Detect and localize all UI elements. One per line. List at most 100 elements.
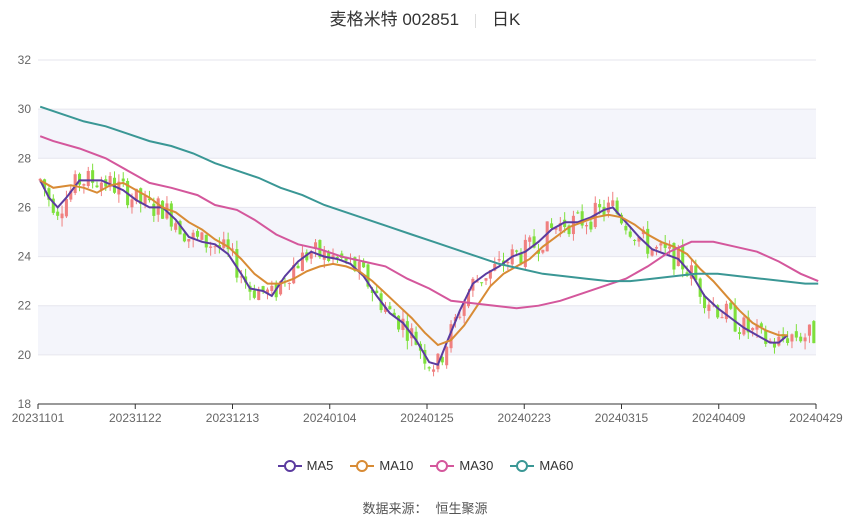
candle-body [432,369,436,372]
candle-body [519,252,523,264]
grid-band [38,305,816,355]
candle-body [751,328,755,331]
candle-body [147,198,151,201]
candle-body [226,239,230,250]
candle-body [764,330,768,344]
candle-body [397,315,401,330]
y-tick-label: 26 [18,200,32,214]
candle-body [99,182,103,191]
legend-item-ma30[interactable]: MA30 [429,458,493,473]
x-tick-label: 20231101 [12,411,65,425]
candle-body [628,231,632,237]
candle-body [95,185,99,188]
candle-body [296,265,300,269]
x-tick-label: 20231122 [109,411,162,425]
candle-body [737,332,742,335]
candle-body [270,285,274,291]
x-tick-label: 20240104 [303,411,357,425]
candle-body [375,290,379,294]
candle-body [56,211,60,216]
ma-line-ma30 [39,135,819,310]
candle-body [676,247,680,267]
candle-body [576,212,580,214]
candle-body [585,225,589,227]
candle-body [331,255,335,258]
candle-body [759,323,763,328]
candle-body [528,237,532,242]
legend-marker-icon [430,459,455,472]
candle-body [497,259,501,261]
candle-body [794,331,798,338]
candle-body [777,336,781,346]
candle-body [143,195,147,205]
candle-body [733,305,737,332]
ma-line-ma10 [39,179,788,347]
candle-body [689,265,693,279]
candle-body [606,202,610,213]
candle-body [392,312,396,317]
candle-body [611,200,615,206]
candle-body [681,245,685,270]
candle-body [196,231,200,237]
candle-body [217,245,221,248]
candle-body [716,305,720,318]
y-tick-label: 18 [18,397,32,411]
candle-body [746,317,750,333]
candle-body [213,246,217,248]
candle-body [47,188,51,200]
candle-body [755,324,759,330]
candle-body [598,204,602,208]
y-tick-label: 30 [18,102,32,116]
candle-body [475,281,479,283]
candle-body [230,248,235,250]
candle-body [545,221,549,252]
candle-body [589,221,593,230]
candle-body [322,251,326,260]
candle-body [239,276,243,278]
candle-body [541,249,545,253]
candle-body [567,225,571,235]
candle-body [532,236,536,248]
legend-label: MA5 [306,458,334,473]
candle-body [480,282,484,284]
legend: MA5 MA10 MA30 MA60 [0,458,850,476]
legend-marker-icon [510,459,535,472]
candle-body [772,343,777,348]
candle-body [790,334,794,342]
candle-body [580,211,584,226]
candle-body [554,227,558,230]
candle-body [703,295,707,309]
candle-body [121,178,125,182]
legend-item-ma60[interactable]: MA60 [509,458,573,473]
data-source: 数据来源： 恒生聚源 [0,498,850,517]
candle-body [91,170,95,183]
candle-body [563,219,567,227]
candle-body [786,338,790,343]
candle-body [807,324,811,336]
x-tick-label: 20240409 [692,411,746,425]
legend-item-ma5[interactable]: MA5 [277,458,334,473]
candle-body [812,321,816,344]
y-tick-label: 32 [18,53,32,67]
x-tick-label: 20240125 [400,411,454,425]
legend-label: MA10 [379,458,414,473]
y-tick-label: 20 [18,348,32,362]
candle-body [423,349,427,364]
candle-body [152,203,156,216]
candle-body [178,221,182,235]
candle-body [427,367,431,369]
candle-body [558,223,562,232]
legend-marker-icon [350,459,375,472]
candle-body [659,243,663,246]
source-label: 数据来源： [362,501,428,516]
candle-body [174,223,178,230]
candle-body [366,264,370,287]
grid-band [38,109,816,159]
candle-body [309,251,313,259]
candle-body [182,233,186,242]
candle-body [252,290,256,298]
legend-marker-icon [277,459,302,472]
legend-item-ma10[interactable]: MA10 [349,458,413,473]
candle-body [633,239,637,241]
candle-body [405,321,409,341]
